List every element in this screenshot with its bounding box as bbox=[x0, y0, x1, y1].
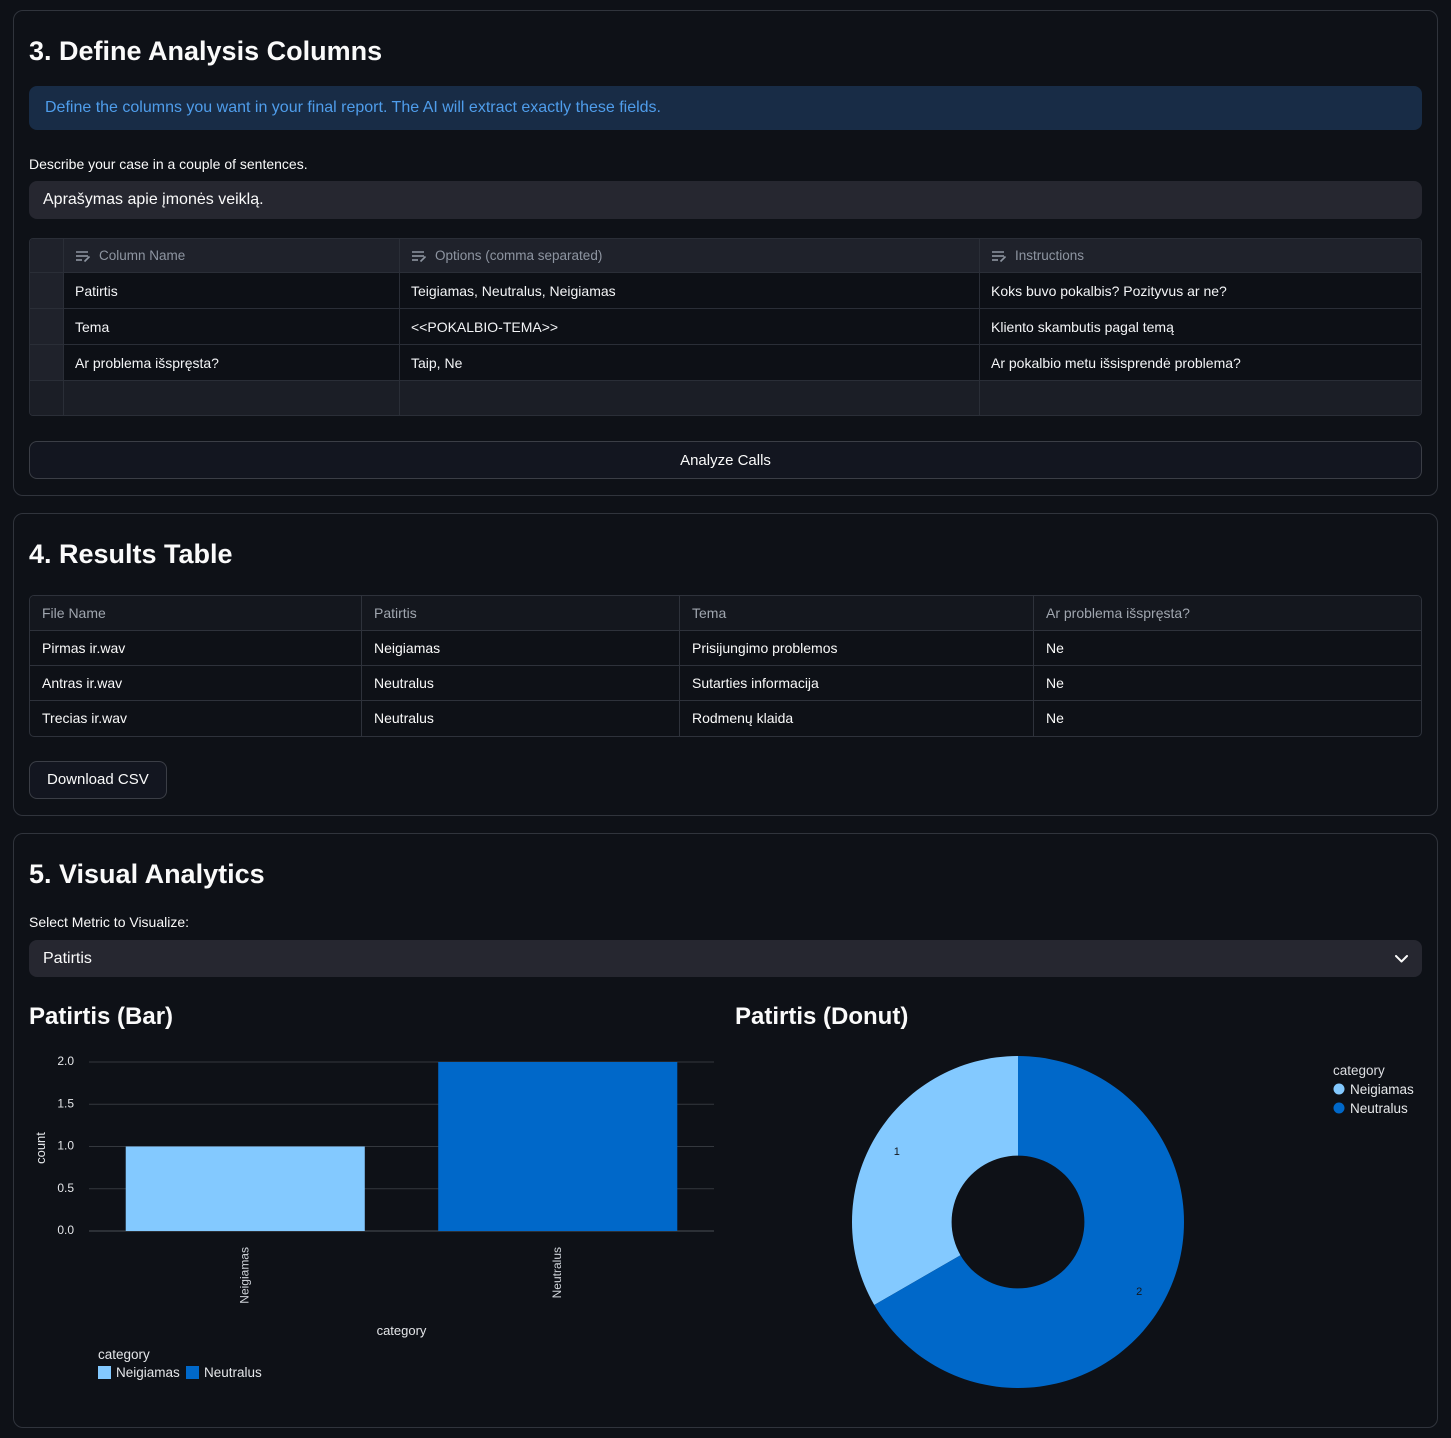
row-marker[interactable] bbox=[30, 345, 64, 382]
editor-cell[interactable]: Ar pokalbio metu išsisprendė problema? bbox=[980, 345, 1421, 382]
results-header-file-name: File Name bbox=[30, 595, 362, 631]
bar-chart-title: Patirtis (Bar) bbox=[29, 1003, 174, 1031]
svg-text:Neigiamas: Neigiamas bbox=[116, 1365, 180, 1380]
charts-row: Patirtis (Bar) 0.0 0.5 1.0 1.5 2.0 Neigiamas N… bbox=[29, 1001, 1422, 1411]
row-marker-header[interactable] bbox=[30, 239, 64, 274]
bar-chart: 0.0 0.5 1.0 1.5 2.0 Neigiamas Neutralus categor… bbox=[33, 1055, 714, 1380]
add-row-cell[interactable] bbox=[980, 381, 1421, 416]
svg-text:0.0: 0.0 bbox=[57, 1224, 74, 1238]
section-visual-analytics: 5. Visual Analytics Select Metric to Vis… bbox=[13, 832, 1438, 1429]
results-header-tema: Tema bbox=[680, 595, 1034, 631]
svg-text:count: count bbox=[33, 1132, 48, 1164]
metric-select-label: Select Metric to Visualize: bbox=[29, 914, 190, 931]
section-results-table: 4. Results Table File Name Patirtis Tema… bbox=[13, 513, 1438, 816]
svg-text:category: category bbox=[377, 1323, 427, 1338]
row-marker[interactable] bbox=[30, 309, 64, 346]
donut-chart-block: Patirtis (Donut) 1 2 category Neigiamas Neut… bbox=[735, 1001, 1426, 1411]
svg-text:Neigiamas: Neigiamas bbox=[237, 1247, 251, 1304]
editor-header-instructions[interactable]: Instructions bbox=[980, 239, 1421, 274]
bar-chart-block: Patirtis (Bar) 0.0 0.5 1.0 1.5 2.0 Neigiamas N… bbox=[29, 1001, 729, 1411]
text-column-icon bbox=[412, 251, 427, 262]
column-editor-grid: Column Name Options (comma separated) bbox=[29, 238, 1422, 417]
table-cell: Neigiamas bbox=[362, 630, 680, 666]
editor-cell[interactable]: Tema bbox=[64, 309, 400, 346]
section-title: 3. Define Analysis Columns bbox=[29, 36, 383, 66]
metric-select-value: Patirtis bbox=[43, 949, 92, 967]
svg-text:0.5: 0.5 bbox=[57, 1181, 74, 1195]
case-description-label: Describe your case in a couple of senten… bbox=[29, 156, 308, 173]
row-marker[interactable] bbox=[30, 273, 64, 310]
table-cell: Rodmenų klaida bbox=[680, 700, 1034, 736]
editor-cell[interactable]: <<POKALBIO-TEMA>> bbox=[400, 309, 980, 346]
text-column-icon bbox=[992, 251, 1007, 262]
table-cell: Prisijungimo problemos bbox=[680, 630, 1034, 666]
section-title: 5. Visual Analytics bbox=[29, 858, 265, 889]
svg-text:2: 2 bbox=[1136, 1286, 1142, 1298]
svg-text:2.0: 2.0 bbox=[57, 1055, 74, 1069]
analyze-calls-button[interactable]: Analyze Calls bbox=[29, 441, 1422, 480]
editor-cell[interactable]: Teigiamas, Neutralus, Neigiamas bbox=[400, 273, 980, 310]
table-cell: Ne bbox=[1034, 631, 1421, 666]
info-box: Define the columns you want in your fina… bbox=[29, 86, 1422, 131]
case-description-input[interactable] bbox=[29, 181, 1422, 220]
table-cell: Neutralus bbox=[362, 700, 680, 736]
table-cell: Trecias ir.wav bbox=[30, 700, 362, 736]
text-column-icon bbox=[76, 251, 91, 262]
svg-text:category: category bbox=[98, 1347, 150, 1362]
table-cell: Neutralus bbox=[362, 665, 680, 701]
add-row-cell[interactable] bbox=[400, 381, 980, 416]
table-cell: Ne bbox=[1034, 666, 1421, 701]
info-text: Define the columns you want in your fina… bbox=[45, 99, 661, 117]
add-row-cell[interactable] bbox=[64, 381, 400, 416]
add-row-marker[interactable] bbox=[30, 381, 64, 416]
donut-chart-title: Patirtis (Donut) bbox=[735, 1003, 909, 1031]
svg-text:category: category bbox=[1333, 1063, 1385, 1078]
table-cell: Sutarties informacija bbox=[680, 665, 1034, 701]
editor-cell[interactable]: Patirtis bbox=[64, 273, 400, 310]
chevron-down-icon bbox=[1395, 954, 1408, 963]
metric-select[interactable]: Patirtis bbox=[29, 940, 1422, 978]
table-cell: Ne bbox=[1046, 710, 1064, 727]
svg-text:Neigiamas: Neigiamas bbox=[1350, 1082, 1414, 1097]
table-cell: Pirmas ir.wav bbox=[30, 630, 362, 666]
table-cell: Antras ir.wav bbox=[30, 665, 362, 701]
section-title: 4. Results Table bbox=[29, 539, 233, 570]
svg-text:Neutralus: Neutralus bbox=[1350, 1101, 1408, 1116]
svg-text:Neutralus: Neutralus bbox=[550, 1247, 564, 1298]
results-header-patirtis: Patirtis bbox=[362, 595, 680, 631]
editor-cell[interactable]: Kliento skambutis pagal temą bbox=[980, 309, 1421, 346]
svg-text:Neutralus: Neutralus bbox=[204, 1365, 262, 1380]
results-table: File Name Patirtis Tema Ar problema išsp… bbox=[29, 594, 1422, 737]
editor-header-options[interactable]: Options (comma separated) bbox=[400, 239, 980, 274]
results-header-problema: Ar problema išspręsta? bbox=[1034, 595, 1421, 631]
svg-text:1: 1 bbox=[894, 1146, 900, 1158]
download-csv-button[interactable]: Download CSV bbox=[29, 760, 167, 799]
editor-cell[interactable]: Ar problema išspręsta? bbox=[64, 345, 400, 382]
svg-text:1.0: 1.0 bbox=[57, 1139, 74, 1153]
svg-text:1.5: 1.5 bbox=[57, 1097, 74, 1111]
editor-cell[interactable]: Taip, Ne bbox=[400, 345, 980, 382]
donut-chart: 1 2 category Neigiamas Neutralus bbox=[852, 1056, 1414, 1389]
editor-header-column-name[interactable]: Column Name bbox=[64, 239, 400, 274]
editor-cell[interactable]: Koks buvo pokalbis? Pozityvus ar ne? bbox=[980, 273, 1421, 310]
section-define-columns: 3. Define Analysis Columns Define the co… bbox=[13, 10, 1438, 497]
